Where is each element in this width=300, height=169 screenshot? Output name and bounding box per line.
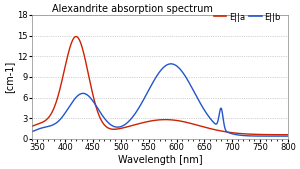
Y-axis label: [cm-1]: [cm-1] xyxy=(4,61,14,93)
Text: Alexandrite absorption spectrum: Alexandrite absorption spectrum xyxy=(52,4,213,14)
X-axis label: Wavelength [nm]: Wavelength [nm] xyxy=(118,155,202,165)
Legend: E||a, E||b: E||a, E||b xyxy=(210,9,284,25)
